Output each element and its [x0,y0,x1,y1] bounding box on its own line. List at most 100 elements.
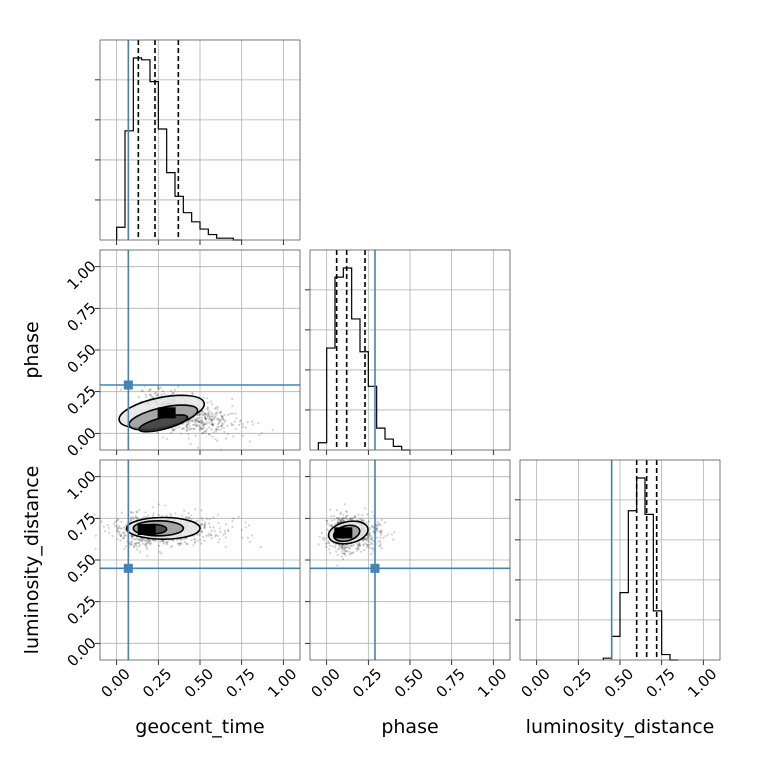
sample-point [203,430,206,434]
sample-point [134,538,137,541]
sample-point [149,393,152,396]
sample-point [175,426,178,429]
panel-border [99,459,301,661]
sample-point [219,425,223,428]
sample-point [224,545,227,548]
sample-point [367,544,370,547]
sample-point [158,550,161,553]
sample-point [144,544,148,547]
sample-point [339,519,342,522]
sample-point [248,440,252,443]
sample-point [351,551,354,554]
sample-point [365,538,368,541]
sample-point [362,538,365,541]
sample-point [320,531,323,535]
sample-point [218,418,221,421]
x-tick-label: 0.50 [391,665,427,701]
sample-point [135,511,138,514]
sample-point [177,542,180,545]
sample-point [379,542,382,545]
x-tick-label: 1.00 [264,665,300,701]
sample-point [191,427,194,430]
sample-point [112,522,116,525]
sample-point [336,548,340,551]
sample-point [378,530,381,533]
sample-point [179,538,183,542]
sample-point [365,543,368,547]
x-tick-label: 0.75 [432,665,468,701]
sample-point [197,539,200,542]
sample-point [232,435,235,438]
sample-point [144,511,147,514]
sample-point [198,428,201,432]
sample-point [119,533,122,537]
sample-point [214,415,217,418]
sample-point [222,426,225,430]
sample-point [205,517,209,520]
sample-point [144,539,147,542]
sample-point [170,427,174,430]
sample-point [241,434,245,437]
sample-point [188,425,191,428]
sample-point [224,419,227,422]
sample-point [165,541,169,545]
sample-point [209,400,212,403]
sample-point [348,517,352,520]
sample-point [194,508,197,511]
sample-point [343,549,346,552]
sample-point [182,422,186,425]
sample-point [371,538,374,541]
sample-point [181,427,184,431]
sample-point [224,437,227,440]
histogram-panel-luminosity-distance [515,459,721,665]
sample-point [199,420,203,423]
sample-point [379,536,382,539]
sample-point [336,517,339,520]
sample-point [219,530,222,533]
sample-point [137,541,141,545]
sample-point [203,539,206,542]
sample-point [133,545,136,548]
sample-point [339,511,342,514]
sample-point [220,415,224,418]
sample-point [206,414,209,417]
sample-point [106,523,110,527]
x-tick-label: 0.50 [601,665,637,701]
sample-point [119,388,123,391]
sample-point [202,425,205,428]
truth-marker [370,563,380,573]
sample-point [344,554,347,557]
sample-point [195,416,199,420]
sample-point [336,564,339,567]
sample-point [122,525,126,529]
sample-point [207,412,210,415]
sample-point [192,544,195,547]
sample-point [376,524,379,527]
y-tick-label: 0.50 [64,340,100,376]
sample-point [379,531,382,534]
sample-point [343,503,347,506]
sample-point [210,418,213,422]
sample-point [334,544,337,547]
sample-point [368,533,371,536]
sample-point [211,415,214,418]
sample-point [211,422,214,426]
sample-point [146,547,149,551]
sample-point [178,544,181,547]
sample-point [149,542,153,545]
sample-point [208,414,211,417]
sample-point [321,537,324,540]
sample-point [375,528,378,531]
sample-point [217,541,220,544]
sample-point [370,552,373,556]
sample-point [135,516,138,519]
sample-point [178,426,181,429]
sample-point [199,523,202,526]
sample-point [185,516,188,519]
sample-point [212,516,215,519]
sample-point [206,401,209,405]
sample-point [364,538,367,541]
sample-point [345,550,348,553]
sample-point [336,521,339,524]
sample-point [183,541,187,544]
